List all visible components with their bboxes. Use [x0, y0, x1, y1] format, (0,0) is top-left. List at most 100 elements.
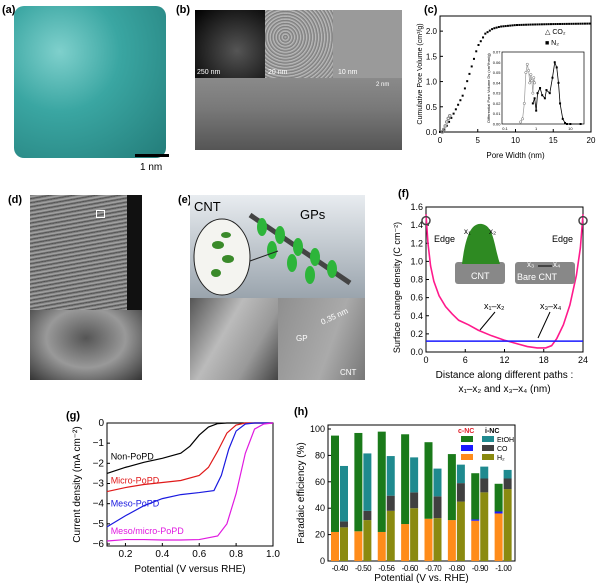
n2-point: [457, 103, 460, 106]
edge-label-right: Edge: [552, 234, 574, 244]
bar-i-NC-EtOH: [503, 469, 512, 479]
y-tick-label: 0: [320, 556, 325, 566]
x-tick-label: 0.8: [229, 549, 243, 560]
x-tick-label: 6: [463, 355, 468, 365]
gps-label: GPs: [300, 207, 326, 222]
y-tick-label: 1.2: [410, 238, 423, 248]
inset-n2-point: [555, 66, 558, 69]
x-tick-label: -1.00: [495, 564, 512, 573]
scale-label: 2 nm: [376, 82, 390, 88]
arrow: [479, 311, 496, 331]
n2-point: [475, 50, 478, 53]
y-tick-label: 0: [98, 418, 104, 429]
series-line: [106, 422, 273, 528]
bar-i-NC-H₂: [503, 489, 512, 561]
n2-point: [525, 23, 528, 26]
bar-i-NC-EtOH: [480, 466, 489, 479]
legend-group: c-NC: [458, 428, 474, 435]
co2-point: [448, 114, 452, 118]
bar-c-NC-EtOH: [377, 431, 386, 532]
n2-point: [572, 22, 575, 25]
inset-n2-point: [533, 97, 536, 100]
x-tick-label: 15: [549, 136, 558, 145]
n2-point: [450, 116, 453, 119]
n2-point: [452, 112, 455, 115]
inset-co2-point: [530, 79, 534, 83]
cnt-label: CNT: [194, 199, 221, 214]
panel-d-label: (d): [8, 194, 23, 206]
molecular-model-image: [14, 6, 166, 158]
n2-point: [581, 22, 584, 25]
n2-point: [504, 25, 507, 28]
inset-n2-point: [531, 102, 534, 105]
inset-frame: [501, 51, 585, 125]
n2-point: [522, 23, 525, 26]
x-tick-label: 24: [578, 355, 588, 365]
n2-point: [570, 22, 573, 25]
n2-point: [527, 23, 530, 26]
n2-point: [565, 22, 568, 25]
panel-e-label: (e): [178, 194, 192, 206]
y-tick-label: 1.0: [426, 78, 438, 87]
n2-point: [583, 22, 586, 25]
inset-co2-point: [525, 62, 529, 66]
n2-point: [488, 29, 491, 32]
legend-swatch: [482, 445, 494, 451]
x4-label: x₄: [553, 260, 561, 269]
y-tick-label: 1.5: [426, 52, 438, 61]
n2-point: [518, 23, 521, 26]
x-axis-label: Pore Width (nm): [486, 151, 545, 160]
y-tick-label: −2: [93, 458, 105, 469]
tem-image-porous: [265, 10, 333, 78]
sem-cross-section-image: [30, 195, 142, 310]
n2-point: [470, 65, 473, 68]
sem-image: [195, 10, 265, 78]
x-tick-label: 20: [587, 136, 596, 145]
legend-swatch: [482, 454, 494, 460]
bar-i-NC-CO: [340, 521, 348, 528]
inset-y-tick-label: 0.05: [493, 70, 502, 75]
bar-c-NC-CO: [494, 511, 503, 514]
plot-frame: [327, 424, 516, 562]
bar-c-NC-EtOH: [354, 432, 363, 532]
x-tick-label: -0.80: [448, 564, 465, 573]
n2-point: [549, 23, 552, 26]
bar-i-NC-EtOH: [410, 457, 419, 493]
co2-point: [444, 120, 449, 124]
x-tick-label: 1.0: [266, 549, 280, 560]
n2-point: [493, 27, 496, 30]
inset-co2-point: [521, 117, 525, 121]
n2-point: [466, 80, 469, 83]
legend-group: i-NC: [485, 428, 499, 435]
hrtem-image: [195, 78, 402, 150]
n2-point: [545, 23, 548, 26]
y-tick-label: 1.4: [410, 220, 423, 230]
series-line: [106, 422, 273, 493]
y-tick-label: 40: [315, 503, 325, 513]
n2-point: [484, 32, 487, 35]
bar-i-NC-EtOH: [386, 456, 395, 496]
series-label: Micro-PoPD: [111, 476, 160, 486]
y-tick-label: −1: [93, 438, 105, 449]
n2-point: [500, 25, 503, 28]
inset-y-tick-label: 0.06: [493, 60, 502, 65]
tem-image-left: [190, 298, 278, 380]
x-tick-label: 0.6: [192, 549, 206, 560]
tem-image-fine: [333, 10, 402, 78]
inset-y-tick-label: 0.02: [493, 101, 502, 106]
bar-i-NC-H₂: [433, 518, 442, 561]
bare-cnt-cylinder: [515, 262, 575, 284]
gp-label: GP: [296, 334, 308, 343]
inset-n2-point: [548, 92, 551, 95]
n2-point: [477, 44, 480, 46]
n2-point: [443, 128, 446, 131]
x-tick-label: -0.90: [472, 564, 489, 573]
inset-co2-point: [524, 71, 528, 75]
bar-i-NC-H₂: [363, 520, 372, 561]
co2-point: [446, 116, 451, 121]
bar-i-NC-CO: [386, 495, 395, 511]
bar-c-NC-EtOH: [401, 434, 410, 525]
edge-marker: [578, 215, 588, 226]
